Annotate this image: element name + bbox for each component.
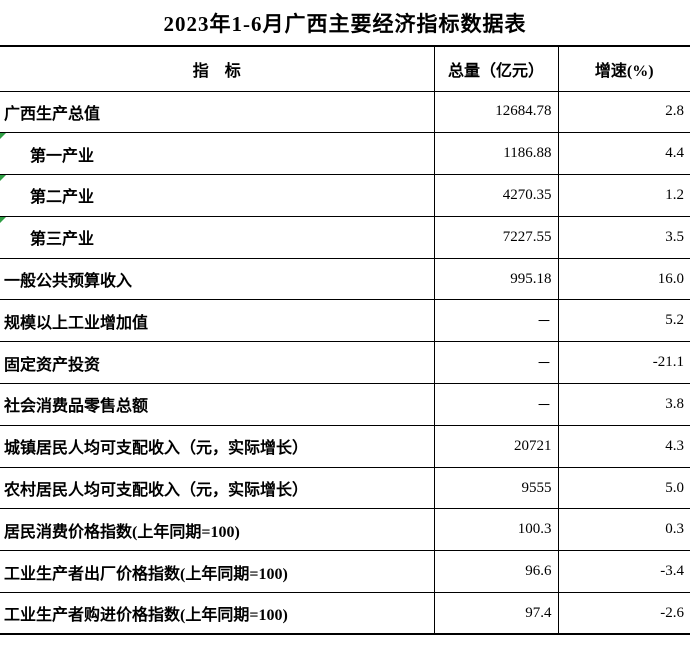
- table-row: 农村居民人均可支配收入（元，实际增长） 9555 5.0: [0, 467, 690, 510]
- indicator-cell: 第二产业: [0, 174, 434, 217]
- indicator-cell: 农村居民人均可支配收入（元，实际增长）: [0, 467, 434, 510]
- total-value-cell: －: [433, 383, 558, 426]
- table-row: 规模以上工业增加值 － 5.2: [0, 299, 690, 343]
- table-row: 居民消费价格指数(上年同期=100) 100.3 0.3: [0, 508, 690, 552]
- indicator-cell: 城镇居民人均可支配收入（元，实际增长）: [0, 425, 434, 468]
- indicator-cell: 第一产业: [0, 132, 434, 176]
- indicator-cell: 居民消费价格指数(上年同期=100): [0, 508, 434, 552]
- column-header-indicator: 指 标: [0, 46, 434, 92]
- table-row: 第三产业 7227.55 3.5: [0, 216, 690, 259]
- indicator-cell: 工业生产者购进价格指数(上年同期=100): [0, 592, 434, 635]
- indicator-cell: 社会消费品零售总额: [0, 383, 434, 426]
- table-row: 社会消费品零售总额 － 3.8: [0, 383, 690, 426]
- table-row: 城镇居民人均可支配收入（元，实际增长） 20721 4.3: [0, 425, 690, 468]
- growth-value-cell: 5.0: [557, 467, 690, 510]
- total-value-cell: 12684.78: [433, 91, 558, 134]
- table-row: 固定资产投资 － -21.1: [0, 341, 690, 385]
- growth-value-cell: -2.6: [557, 592, 690, 635]
- indicator-cell: 固定资产投资: [0, 341, 434, 385]
- total-value-cell: 995.18: [433, 258, 558, 301]
- indicator-cell: 一般公共预算收入: [0, 258, 434, 301]
- excel-flag-triangle-icon: [0, 133, 6, 140]
- indicator-cell: 工业生产者出厂价格指数(上年同期=100): [0, 550, 434, 594]
- indicator-label: 一般公共预算收入: [4, 273, 133, 291]
- indicator-cell: 第三产业: [0, 216, 434, 259]
- indicator-cell: 规模以上工业增加值: [0, 299, 434, 343]
- table-row: 第二产业 4270.35 1.2: [0, 174, 690, 217]
- indicator-label: 第三产业: [30, 231, 95, 249]
- indicator-label: 城镇居民人均可支配收入（元，实际增长）: [4, 440, 309, 458]
- growth-value-cell: -3.4: [557, 550, 690, 594]
- indicator-label: 农村居民人均可支配收入（元，实际增长）: [4, 482, 309, 500]
- excel-flag-triangle-icon: [0, 175, 6, 182]
- total-value-cell: －: [433, 341, 558, 385]
- indicator-label: 居民消费价格指数(上年同期=100): [4, 523, 240, 541]
- total-value-cell: 97.4: [433, 592, 558, 635]
- indicator-label: 社会消费品零售总额: [4, 398, 149, 416]
- indicator-label: 第二产业: [30, 189, 95, 207]
- total-value-cell: 20721: [433, 425, 558, 468]
- table-row: 第一产业 1186.88 4.4: [0, 132, 690, 176]
- table-body: 广西生产总值 12684.78 2.8 第一产业 1186.88 4.4 第二产…: [0, 91, 690, 635]
- table-row: 广西生产总值 12684.78 2.8: [0, 91, 690, 134]
- indicator-label: 固定资产投资: [4, 356, 101, 374]
- table-row: 一般公共预算收入 995.18 16.0: [0, 258, 690, 301]
- total-value-cell: －: [433, 299, 558, 343]
- growth-value-cell: 0.3: [557, 508, 690, 552]
- page-title: 2023年1-6月广西主要经济指标数据表: [163, 12, 527, 36]
- indicator-label: 工业生产者购进价格指数(上年同期=100): [4, 607, 288, 625]
- table-row: 工业生产者出厂价格指数(上年同期=100) 96.6 -3.4: [0, 550, 690, 594]
- growth-value-cell: 3.5: [557, 216, 690, 259]
- total-value-cell: 100.3: [433, 508, 558, 552]
- growth-value-cell: -21.1: [557, 341, 690, 385]
- growth-value-cell: 4.4: [557, 132, 690, 176]
- column-header-growth: 增速(%): [557, 46, 690, 92]
- growth-value-cell: 3.8: [557, 383, 690, 426]
- total-value-cell: 4270.35: [433, 174, 558, 217]
- indicator-label: 广西生产总值: [4, 105, 101, 123]
- table-row: 工业生产者购进价格指数(上年同期=100) 97.4 -2.6: [0, 592, 690, 635]
- table-header-row: 指 标 总量（亿元） 增速(%): [0, 46, 690, 92]
- growth-value-cell: 5.2: [557, 299, 690, 343]
- excel-flag-triangle-icon: [0, 216, 6, 223]
- growth-value-cell: 4.3: [557, 425, 690, 468]
- growth-value-cell: 16.0: [557, 258, 690, 301]
- total-value-cell: 7227.55: [433, 216, 558, 259]
- column-header-total: 总量（亿元）: [433, 46, 558, 92]
- economic-indicators-table: 指 标 总量（亿元） 增速(%) 广西生产总值 12684.78 2.8 第一产…: [0, 45, 690, 636]
- indicator-label: 工业生产者出厂价格指数(上年同期=100): [4, 565, 288, 583]
- indicator-cell: 广西生产总值: [0, 91, 434, 134]
- indicator-label: 规模以上工业增加值: [4, 314, 149, 332]
- total-value-cell: 9555: [433, 467, 558, 510]
- total-value-cell: 96.6: [433, 550, 558, 594]
- growth-value-cell: 2.8: [557, 91, 690, 134]
- growth-value-cell: 1.2: [557, 174, 690, 217]
- indicator-label: 第一产业: [30, 147, 95, 165]
- total-value-cell: 1186.88: [433, 132, 558, 176]
